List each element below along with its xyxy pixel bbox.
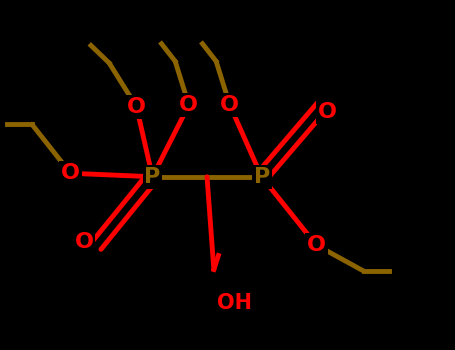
Text: O: O [220,95,239,115]
Text: OH: OH [217,293,252,313]
Text: P: P [144,167,161,187]
Text: O: O [307,235,326,255]
Text: O: O [318,102,337,122]
Text: O: O [61,163,80,183]
Text: P: P [253,167,270,187]
Text: O: O [179,95,198,115]
Text: O: O [127,97,146,117]
Text: O: O [75,231,94,252]
